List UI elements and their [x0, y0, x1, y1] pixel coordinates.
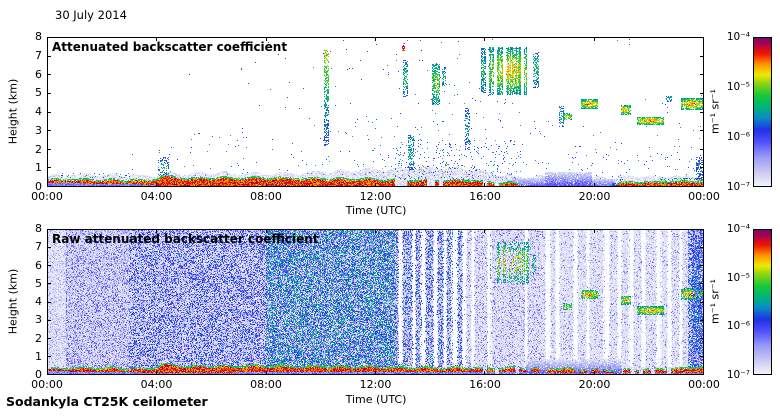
- colorbar-tick-label: 10⁻⁵: [726, 271, 750, 284]
- y-tick-label: 2: [35, 142, 42, 156]
- top-y-axis-label: Height (km): [6, 78, 20, 145]
- x-tick-label: 12:00: [359, 190, 392, 203]
- x-tick-label: 00:00: [31, 190, 63, 203]
- bottom-panel-title: Raw attenuated backscatter coefficient: [52, 232, 319, 246]
- x-tick-label: 04:00: [140, 378, 173, 391]
- colorbar-tick-label: 10⁻⁴: [726, 223, 750, 235]
- y-tick-label: 0: [35, 368, 42, 381]
- y-tick-label: 3: [35, 313, 42, 327]
- x-tick-label: 00:00: [31, 378, 63, 391]
- y-tick-label: 6: [35, 258, 42, 272]
- x-tick-label: 12:00: [359, 378, 392, 391]
- y-tick-label: 1: [35, 349, 42, 363]
- colorbar-tick-label: 10⁻⁷: [726, 181, 750, 193]
- x-tick-label: 00:00: [688, 190, 720, 203]
- top-x-axis-label: Time (UTC): [345, 204, 407, 217]
- y-tick-label: 7: [35, 240, 42, 254]
- instrument-label: Sodankyla CT25K ceilometer: [6, 394, 208, 409]
- x-tick-label: 16:00: [469, 378, 501, 391]
- bottom-y-axis-label: Height (km): [6, 268, 20, 335]
- y-tick-label: 8: [35, 222, 42, 235]
- colorbar-tick-label: 10⁻⁴: [726, 31, 750, 43]
- y-tick-label: 1: [35, 161, 42, 175]
- colorbar-tick-label: 10⁻⁶: [726, 131, 750, 143]
- raw-attenuated-backscatter-heatmap: [47, 229, 704, 375]
- x-tick-label: 00:00: [688, 378, 720, 391]
- x-tick-label: 20:00: [578, 378, 611, 391]
- bottom-x-axis-label: Time (UTC): [345, 393, 407, 406]
- bottom-colorbar: [753, 229, 772, 375]
- x-tick-label: 16:00: [469, 190, 501, 203]
- attenuated-backscatter-heatmap: [47, 37, 704, 187]
- y-tick-label: 6: [35, 67, 42, 81]
- y-tick-label: 2: [35, 331, 42, 345]
- y-tick-label: 5: [35, 276, 42, 290]
- y-tick-label: 8: [35, 30, 42, 43]
- y-tick-label: 0: [35, 180, 42, 193]
- top-colorbar: [753, 37, 772, 187]
- x-tick-label: 08:00: [250, 190, 282, 203]
- top-panel-title: Attenuated backscatter coefficient: [52, 40, 288, 54]
- y-tick-label: 4: [35, 105, 42, 118]
- x-tick-label: 04:00: [140, 190, 173, 203]
- y-tick-label: 3: [35, 123, 42, 137]
- colorbar-tick-label: 10⁻⁶: [726, 320, 750, 333]
- y-tick-label: 4: [35, 295, 42, 308]
- colorbar-tick-label: 10⁻⁷: [726, 369, 750, 381]
- x-tick-label: 08:00: [250, 378, 282, 391]
- y-tick-label: 7: [35, 48, 42, 62]
- y-tick-label: 5: [35, 86, 42, 100]
- colorbar-tick-label: 10⁻⁵: [726, 81, 750, 93]
- x-tick-label: 20:00: [578, 190, 611, 203]
- figure-date-title: 30 July 2014: [55, 8, 127, 22]
